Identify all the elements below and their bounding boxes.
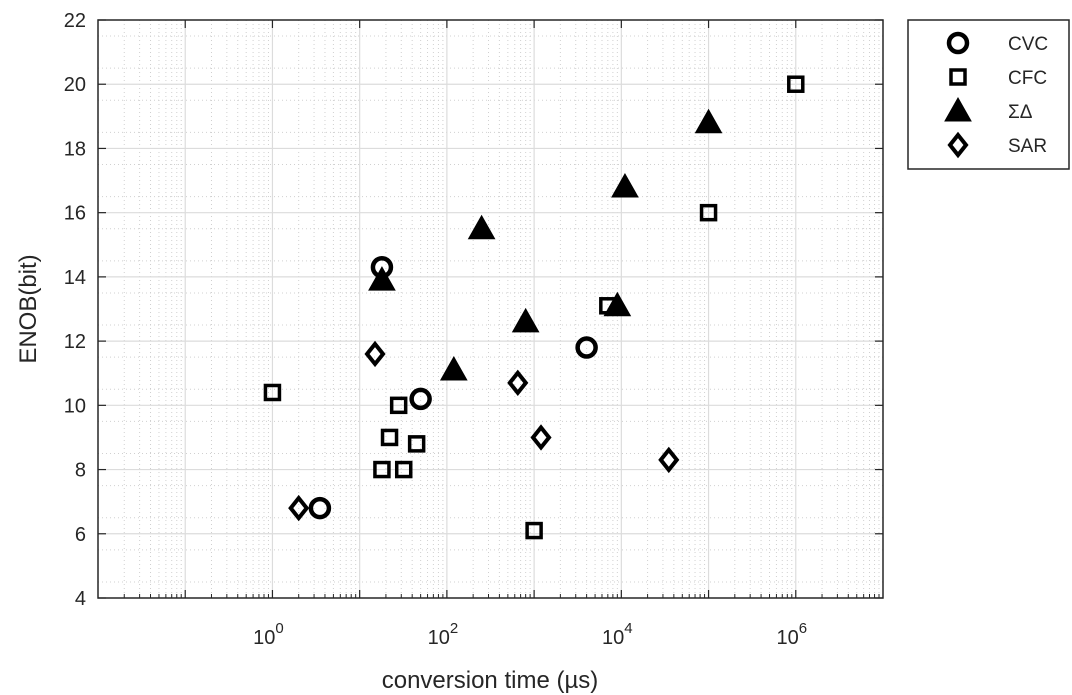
data-point-square: [373, 460, 391, 479]
data-point-diamond: [288, 494, 310, 522]
x-tick-label: 100: [253, 620, 284, 649]
data-point-triangle: [467, 214, 496, 240]
data-point-square: [787, 75, 805, 93]
y-tick-label: 18: [64, 138, 86, 160]
data-point-triangle: [603, 291, 632, 317]
legend-marker-circle: [946, 31, 970, 55]
data-point-triangle: [694, 108, 723, 134]
y-tick-label: 8: [75, 460, 86, 482]
y-tick-label: 20: [64, 74, 86, 96]
y-tick-label: 14: [64, 267, 86, 289]
legend-marker-triangle: [944, 96, 972, 122]
legend-box: [907, 19, 1070, 170]
data-point-square: [525, 521, 543, 540]
legend: CVC CFC ΣΔ SAR: [907, 19, 1070, 170]
x-tick-label: 106: [776, 620, 807, 649]
legend-marker-square: [949, 68, 967, 86]
x-tick-labels: 100 102 104 106: [253, 620, 807, 649]
legend-label: SAR: [1008, 136, 1047, 157]
y-tick-label: 4: [75, 588, 86, 610]
data-point-square: [407, 435, 426, 453]
data-point-triangle: [439, 355, 468, 381]
legend-label: ΣΔ: [1008, 102, 1033, 123]
legend-label: CFC: [1008, 68, 1047, 89]
data-point-square: [389, 396, 408, 415]
data-point-triangle: [368, 266, 396, 291]
y-tick-label: 10: [64, 395, 86, 417]
y-tick-label: 12: [64, 331, 86, 353]
data-point-circle: [308, 496, 332, 520]
data-point-square: [394, 460, 413, 479]
x-tick-label: 102: [428, 620, 459, 649]
x-axis-label: conversion time (µs): [382, 667, 599, 694]
y-tick-label: 22: [64, 10, 86, 32]
plot-background: [98, 20, 883, 598]
axis-ticks: [98, 19, 883, 599]
y-tick-label: 16: [64, 203, 86, 225]
data-point-diamond: [507, 369, 529, 397]
plot-frame: [97, 19, 884, 599]
data-point-diamond: [364, 340, 386, 368]
minor-grid: [98, 20, 883, 598]
data-point-diamond: [530, 424, 552, 451]
data-points: [263, 75, 805, 540]
data-point-diamond: [658, 446, 680, 474]
data-point-triangle: [611, 172, 639, 198]
data-point-square: [263, 383, 282, 402]
x-tick-label: 104: [602, 620, 633, 649]
data-point-circle: [409, 387, 432, 411]
data-point-circle: [575, 336, 598, 359]
legend-label: CVC: [1008, 34, 1048, 55]
legend-marker-diamond: [947, 131, 969, 159]
data-point-triangle: [511, 307, 540, 333]
y-tick-label: 6: [75, 524, 86, 546]
y-axis-label: ENOB(bit): [15, 254, 42, 363]
data-point-square: [699, 203, 718, 222]
data-point-square: [380, 428, 399, 447]
y-tick-labels: 4 6 8 10 12 14 16 18 20 22: [64, 10, 86, 610]
